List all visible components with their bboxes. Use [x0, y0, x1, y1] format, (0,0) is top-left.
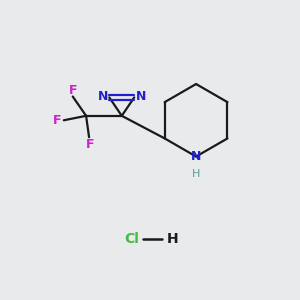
- Text: H: H: [192, 169, 200, 179]
- Text: N: N: [98, 90, 108, 103]
- Text: F: F: [68, 84, 77, 97]
- Text: Cl: Cl: [125, 232, 140, 246]
- Text: F: F: [86, 138, 95, 151]
- Text: N: N: [136, 90, 146, 103]
- Text: H: H: [166, 232, 178, 246]
- Text: N: N: [191, 150, 201, 163]
- Text: F: F: [53, 114, 61, 127]
